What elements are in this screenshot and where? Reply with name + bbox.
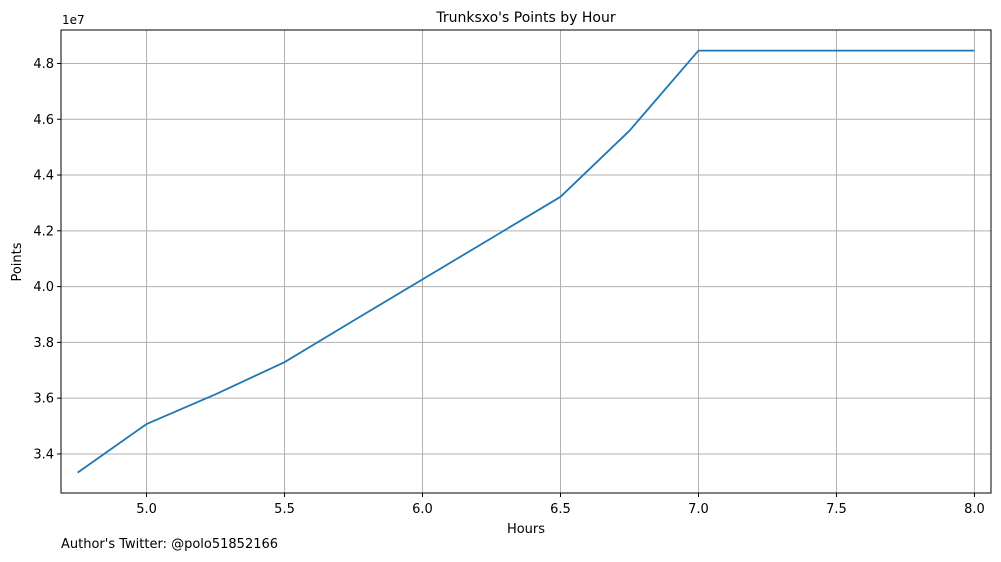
x-tick-label: 5.0 [136,502,157,517]
series-layer [77,49,975,474]
y-tick-label: 4.2 [33,224,54,239]
x-axis-label: Hours [507,522,545,537]
y-tick-label: 4.0 [33,280,54,295]
y-axis-label: Points [10,242,25,281]
x-tick-label: 7.0 [688,502,709,517]
chart-title: Trunksxo's Points by Hour [435,10,616,26]
y-tick-label: 4.8 [33,57,54,72]
x-tick-label: 6.5 [550,502,571,517]
ticks: 5.0 5.5 6.0 6.5 7.0 7.5 8.0 3.4 3.6 3.8 4.0 4.2 4.4 4… [33,57,984,517]
x-tick-label: 8.0 [964,502,985,517]
plot-frame [60,29,992,494]
y-tick-label: 3.8 [33,336,54,351]
author-twitter-text: Author's Twitter: @polo51852166 [61,537,279,552]
y-offset-text: 1e7 [62,13,85,27]
y-tick-label: 3.4 [33,447,54,462]
x-tick-label: 7.5 [826,502,847,517]
y-tick-label: 3.6 [33,392,54,407]
y-tick-label: 4.4 [33,169,54,184]
y-tick-label: 4.6 [33,113,54,128]
points-series-line [77,49,975,474]
x-tick-label: 6.0 [412,502,433,517]
x-tick-label: 5.5 [274,502,295,517]
grid [61,30,991,493]
